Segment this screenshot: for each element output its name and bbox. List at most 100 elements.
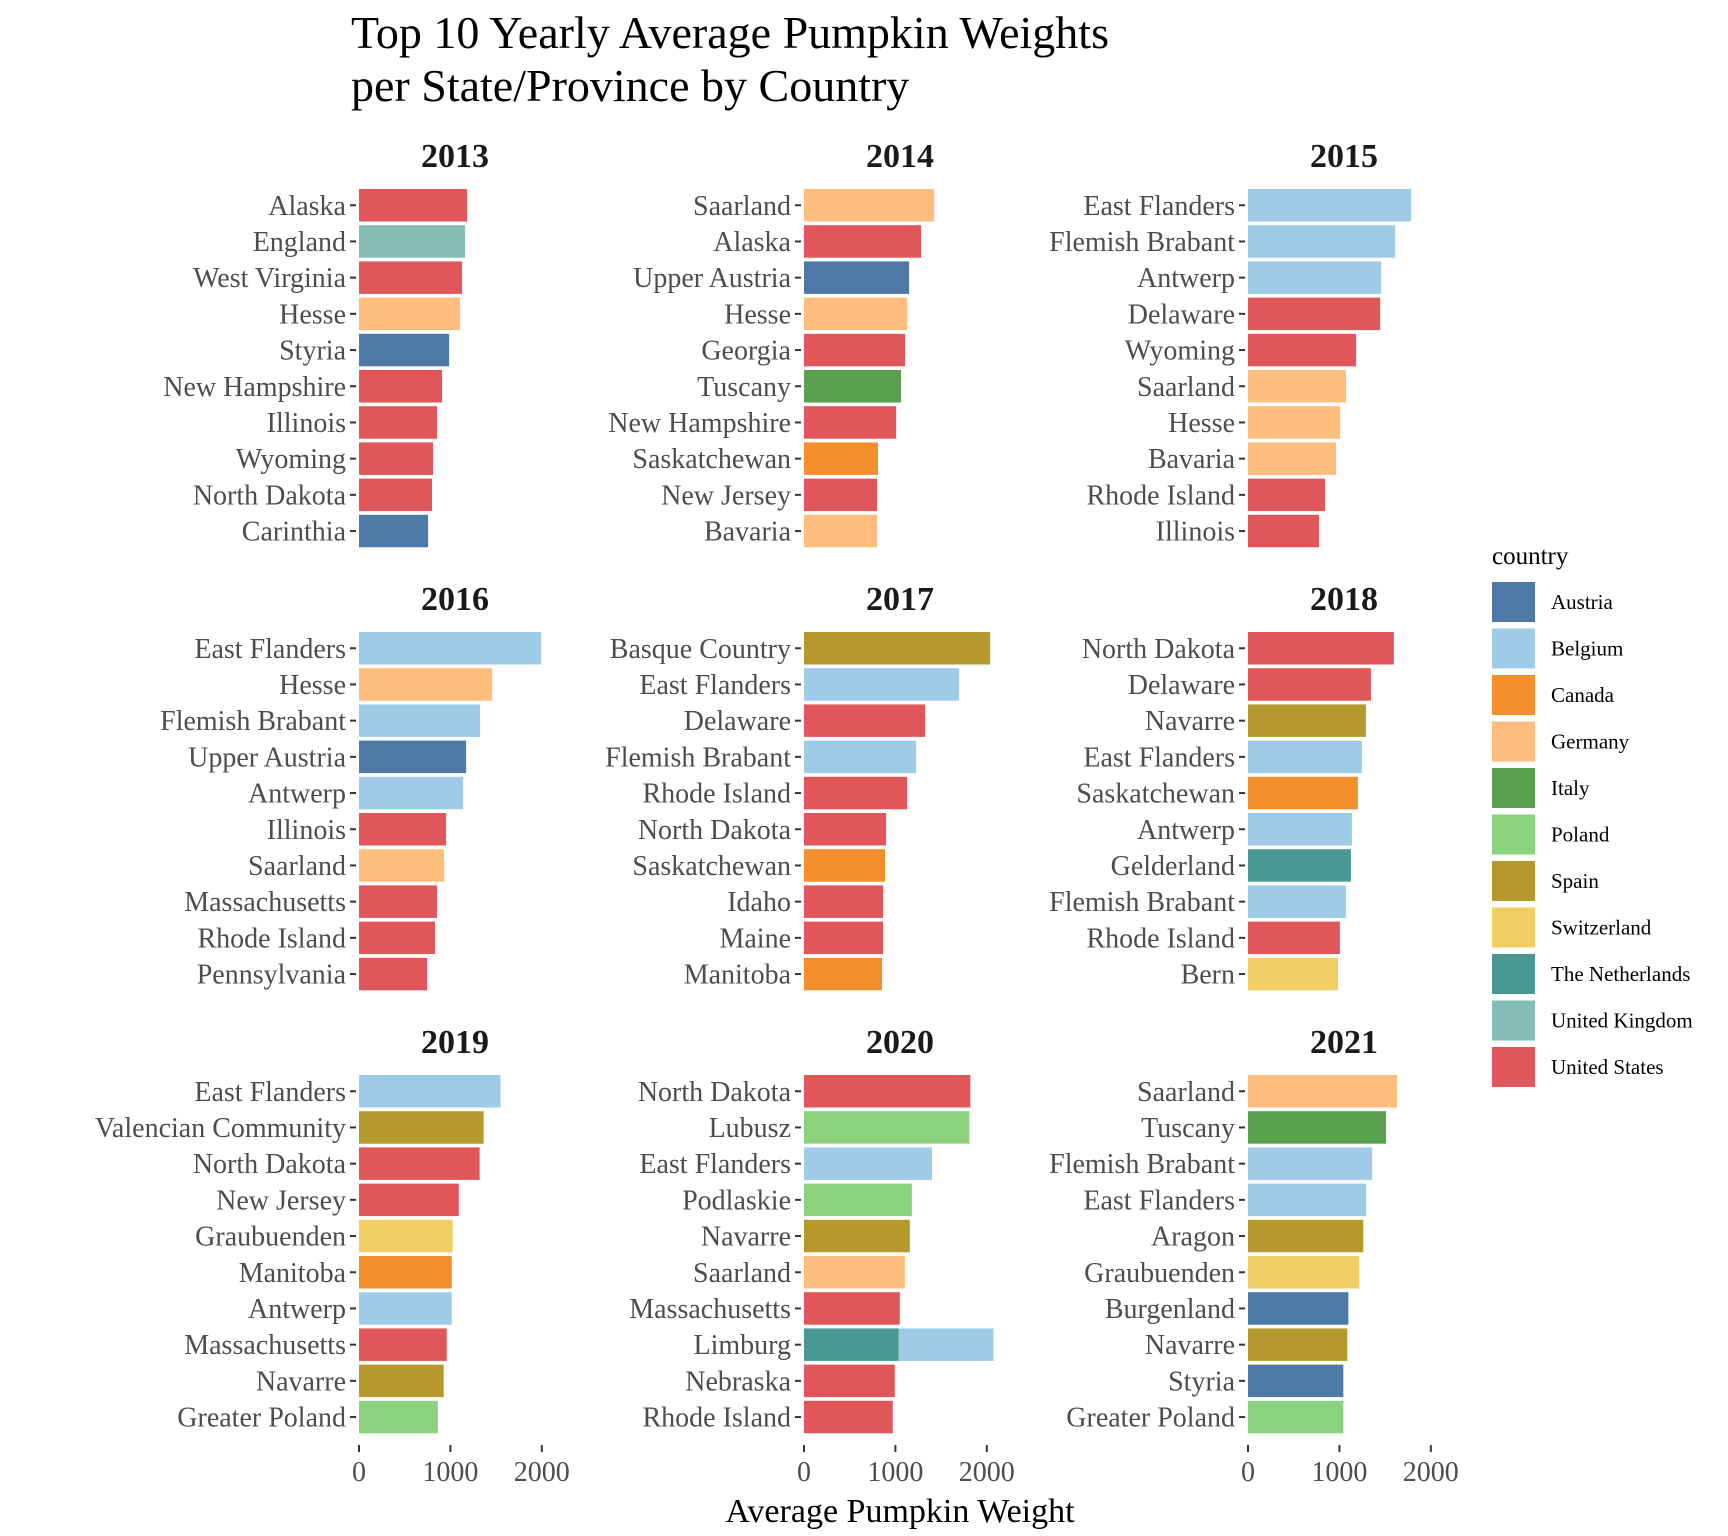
y-tick-label: Basque Country bbox=[610, 634, 791, 665]
bar-north-dakota bbox=[804, 1075, 971, 1108]
legend-label: Germany bbox=[1551, 730, 1630, 754]
bar-rhode-island bbox=[804, 1400, 893, 1434]
x-tick-label: 1000 bbox=[422, 1457, 478, 1488]
y-tick-label: Massachusetts bbox=[184, 1330, 346, 1361]
bar-antwerp bbox=[359, 776, 464, 810]
y-tick-label: Rhode Island bbox=[642, 1403, 791, 1434]
y-tick-label: Tuscany bbox=[1141, 1113, 1235, 1144]
y-tick-label: West Virginia bbox=[193, 263, 346, 294]
bar-lubusz bbox=[804, 1111, 970, 1144]
bar-maine bbox=[804, 921, 884, 955]
bar-bern bbox=[1248, 957, 1338, 991]
bar-tuscany bbox=[804, 370, 902, 403]
bar-rhode-island bbox=[1248, 478, 1326, 512]
y-tick-label: Upper Austria bbox=[188, 742, 346, 773]
bar-east-flanders bbox=[359, 632, 542, 665]
y-tick-label: Alaska bbox=[268, 191, 346, 222]
bar-saarland bbox=[359, 849, 445, 882]
bar-manitoba bbox=[804, 957, 883, 991]
y-tick-label: Lubusz bbox=[709, 1113, 791, 1144]
y-tick-label: East Flanders bbox=[194, 1077, 346, 1108]
bar-tuscany bbox=[1248, 1111, 1387, 1144]
bar-saarland bbox=[1248, 1075, 1397, 1108]
y-tick-label: Hesse bbox=[279, 670, 346, 701]
bar-east-flanders bbox=[359, 1075, 501, 1108]
y-tick-label: Bavaria bbox=[1148, 444, 1236, 475]
facet-2017: 2017 Basque Country East Flanders Delaware F… bbox=[605, 581, 991, 991]
bar-manitoba bbox=[359, 1256, 452, 1289]
y-tick-label: Saarland bbox=[693, 1258, 791, 1289]
bar-podlaskie bbox=[804, 1183, 912, 1217]
bar-idaho bbox=[804, 885, 884, 918]
y-tick-label: Saarland bbox=[693, 191, 791, 222]
y-tick-label: Aragon bbox=[1151, 1222, 1235, 1253]
y-tick-label: East Flanders bbox=[1083, 191, 1235, 222]
bar-bavaria bbox=[804, 514, 878, 548]
bar-basque-country bbox=[804, 632, 991, 665]
y-tick-label: Graubuenden bbox=[195, 1222, 346, 1253]
facet-title: 2016 bbox=[421, 581, 489, 618]
bar-east-flanders bbox=[804, 668, 960, 701]
y-tick-label: Antwerp bbox=[1137, 815, 1235, 846]
bar-illinois bbox=[359, 813, 447, 846]
bar-west-virginia bbox=[359, 261, 463, 294]
y-tick-label: Delaware bbox=[684, 706, 791, 737]
legend-key-the-netherlands bbox=[1492, 954, 1535, 994]
bar-east-flanders bbox=[1248, 740, 1362, 774]
y-tick-label: Georgia bbox=[701, 336, 791, 367]
legend-key-switzerland bbox=[1492, 907, 1535, 948]
y-tick-label: Illinois bbox=[267, 408, 346, 439]
y-tick-label: East Flanders bbox=[639, 670, 791, 701]
y-tick-label: Burgenland bbox=[1105, 1294, 1235, 1325]
bar-nebraska bbox=[804, 1364, 895, 1398]
x-tick-label: 0 bbox=[1241, 1457, 1255, 1488]
bar-north-dakota bbox=[804, 813, 887, 846]
y-tick-label: Delaware bbox=[1128, 670, 1235, 701]
y-tick-label: Hesse bbox=[279, 299, 346, 330]
facet-title: 2018 bbox=[1310, 581, 1378, 618]
bar-burgenland bbox=[1248, 1292, 1349, 1325]
bar-saarland bbox=[804, 189, 935, 222]
y-tick-label: New Hampshire bbox=[608, 408, 791, 439]
bar-navarre bbox=[1248, 1328, 1348, 1361]
facet-title: 2021 bbox=[1310, 1024, 1378, 1061]
y-tick-label: Navarre bbox=[1145, 1330, 1235, 1361]
bar-hesse bbox=[804, 297, 908, 331]
y-tick-label: Gelderland bbox=[1111, 851, 1235, 882]
bar-upper-austria bbox=[804, 261, 910, 294]
x-tick-label: 2000 bbox=[514, 1457, 570, 1488]
bar-saskatchewan bbox=[804, 442, 879, 475]
bar-delaware bbox=[1248, 297, 1381, 331]
legend-label: Italy bbox=[1551, 776, 1590, 800]
y-tick-label: Flemish Brabant bbox=[1049, 1149, 1235, 1180]
y-tick-label: Navarre bbox=[701, 1222, 791, 1253]
bar-saskatchewan bbox=[804, 849, 886, 882]
facet-title: 2014 bbox=[866, 138, 934, 175]
legend-key-germany bbox=[1492, 721, 1535, 762]
y-tick-label: East Flanders bbox=[639, 1149, 791, 1180]
bar-massachusetts bbox=[359, 885, 438, 918]
bar-alaska bbox=[804, 225, 922, 258]
bar-massachusetts bbox=[804, 1292, 900, 1325]
y-tick-label: New Hampshire bbox=[163, 372, 346, 403]
legend: country Austria Belgium Canada Germany Italy… bbox=[1492, 543, 1693, 1087]
y-tick-label: New Jersey bbox=[661, 480, 791, 511]
y-tick-label: Rhode Island bbox=[1086, 480, 1235, 511]
y-tick-label: Greater Poland bbox=[177, 1403, 346, 1434]
bar-gelderland bbox=[1248, 849, 1351, 882]
y-tick-label: Valencian Community bbox=[95, 1113, 346, 1144]
bar-hesse bbox=[359, 297, 461, 331]
facet-title: 2017 bbox=[866, 581, 934, 618]
y-tick-label: Podlaskie bbox=[682, 1185, 791, 1216]
y-tick-label: Flemish Brabant bbox=[1049, 227, 1235, 258]
y-tick-label: Massachusetts bbox=[629, 1294, 791, 1325]
legend-key-united-kingdom bbox=[1492, 1000, 1535, 1041]
y-tick-label: New Jersey bbox=[216, 1185, 346, 1216]
bar-navarre bbox=[1248, 704, 1366, 737]
legend-label: Canada bbox=[1551, 683, 1615, 707]
bar-wyoming bbox=[1248, 333, 1357, 367]
y-tick-label: North Dakota bbox=[193, 1149, 347, 1180]
bar-rhode-island bbox=[804, 776, 908, 810]
y-tick-label: Navarre bbox=[1145, 706, 1235, 737]
